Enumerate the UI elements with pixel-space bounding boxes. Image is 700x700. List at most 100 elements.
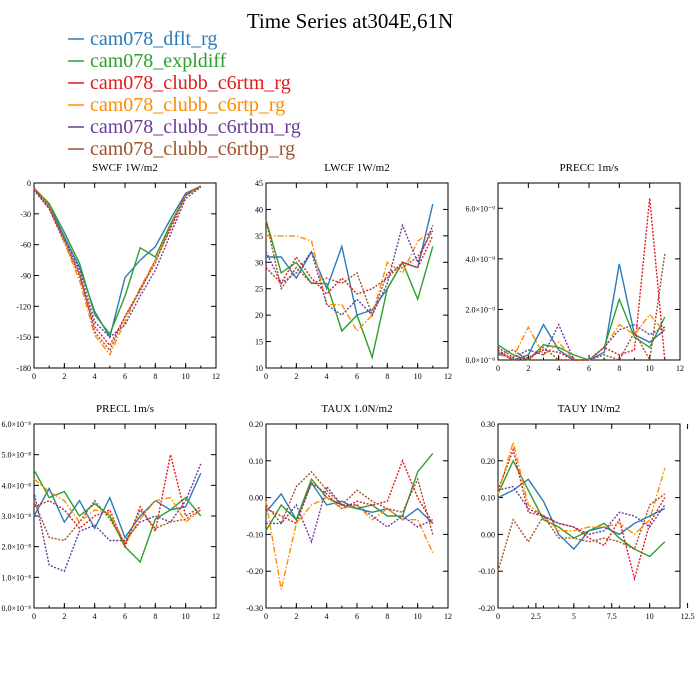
chart-panel: TAUX 1.0N/m2 0 2 4 6 8 10 12 -0.30 -0.20 -0.10 0.00… [246,403,452,621]
series-line [265,496,434,590]
y-tick-label: 20 [255,311,263,320]
y-tick-label: 0.30 [481,420,495,429]
legend-entry: cam078_clubb_c6rtm_rg [90,72,291,94]
x-tick-label: 6 [587,364,591,373]
chart-panel: PRECC 1m/s 0 2 4 6 8 10 12 0.0×10⁻⁹ 2.0×10⁻⁹ 4.0×1… [465,162,684,373]
y-tick-label: -60 [20,241,31,250]
series-line [497,447,666,582]
y-tick-label: -30 [20,210,31,219]
x-tick-label: 10 [414,612,422,621]
figure-title: Time Series at304E,61N [247,9,453,33]
series-line [33,185,202,347]
y-tick-label: 0.0×10⁻⁸ [1,604,31,613]
y-tick-label: 6.0×10⁻⁹ [465,204,495,213]
series-line [497,198,666,361]
y-tick-label: 4.0×10⁻⁹ [465,255,495,264]
panel-title: PRECL 1m/s [96,403,154,415]
y-tick-label: 2.0×10⁻⁹ [465,305,495,314]
y-tick-label: 0.10 [481,494,495,503]
legend-entry: cam078_clubb_c6rtbp_rg [90,138,295,160]
x-tick-label: 4 [557,364,561,373]
series-line [265,219,434,318]
series-line [265,470,434,535]
chart-panel: SWCF 1W/m2 0 2 4 6 8 10 12 0 -30 -60 -90 -120 -150 -18… [16,162,220,381]
series-line [33,478,202,546]
plot-frame [497,423,681,609]
y-tick-label: -0.20 [246,567,263,576]
series-line [266,485,434,544]
y-tick-label: 5.0×10⁻⁸ [1,451,31,460]
x-tick-label: 4 [325,372,329,381]
x-tick-label: 6 [123,372,127,381]
x-tick-label: 12 [676,364,684,373]
series-line [497,459,666,558]
x-tick-label: 0 [496,612,500,621]
series-line [265,481,434,524]
y-tick-label: 2.0×10⁻⁸ [1,543,31,552]
x-tick-label: 0 [32,372,36,381]
chart-panel: PRECL 1m/s 0 2 4 6 8 10 12 0.0×10⁻⁸ 1.0×10⁻⁸ 2.0×1… [1,403,220,621]
x-tick-label: 0 [32,612,36,621]
chart-panels: SWCF 1W/m2 0 2 4 6 8 10 12 0 -30 -60 -90 -120 -150 -18… [1,162,694,621]
x-tick-label: 12 [444,612,452,621]
x-tick-label: 0 [264,612,268,621]
y-tick-label: 30 [255,258,263,267]
series-line [265,223,434,317]
x-tick-label: 10 [182,612,190,621]
series-line [266,230,434,333]
x-tick-label: 2 [294,372,298,381]
y-tick-label: 25 [255,285,263,294]
y-tick-label: 10 [255,364,263,373]
y-tick-label: 6.0×10⁻⁸ [1,420,31,429]
series-line [497,263,666,361]
x-tick-label: 8 [385,372,389,381]
y-tick-label: 0 [27,179,31,188]
series-line [497,253,666,363]
y-tick-label: 45 [255,179,263,188]
x-tick-label: 2 [526,364,530,373]
series-line [266,203,434,317]
y-tick-label: 15 [255,338,263,347]
x-tick-label: 0 [496,364,500,373]
x-tick-label: 6 [123,612,127,621]
y-tick-label: -120 [16,302,31,311]
y-tick-label: -150 [16,333,31,342]
y-tick-label: -0.10 [478,567,495,576]
x-tick-label: 2 [294,612,298,621]
y-tick-label: -0.20 [478,604,495,613]
series-line [497,485,666,536]
legend: cam078_dflt_rgcam078_expldiffcam078_club… [68,28,301,160]
series-line [265,219,434,360]
x-tick-label: 6 [355,612,359,621]
x-tick-label: 4 [325,612,329,621]
legend-entry: cam078_clubb_c6rtbm_rg [90,116,301,138]
panel-title: TAUY 1N/m2 [558,403,621,415]
x-tick-label: 5 [572,612,576,621]
y-tick-label: 4.0×10⁻⁸ [1,481,31,490]
series-line [33,185,202,340]
y-tick-label: -0.10 [246,530,263,539]
x-tick-label: 8 [617,364,621,373]
x-tick-label: 10 [414,372,422,381]
series-line [33,472,202,539]
x-tick-label: 10 [646,612,654,621]
x-tick-label: 8 [153,372,157,381]
x-tick-label: 7.5 [607,612,617,621]
x-tick-label: 6 [355,372,359,381]
y-tick-label: 0.20 [481,457,495,466]
x-tick-label: 8 [385,612,389,621]
plot-frame [497,182,681,361]
x-tick-label: 8 [153,612,157,621]
series-line [265,458,434,525]
x-tick-label: 4 [93,372,97,381]
y-tick-label: 40 [255,205,263,214]
panel-title: LWCF 1W/m2 [324,162,389,174]
panel-title: PRECC 1m/s [560,162,619,174]
x-tick-label: 12.5 [681,612,695,621]
series-line [497,297,666,361]
x-tick-label: 4 [93,612,97,621]
x-tick-label: 2 [62,372,66,381]
y-tick-label: 1.0×10⁻⁸ [1,573,31,582]
chart-panel: LWCF 1W/m2 0 2 4 6 8 10 12 10 15 20 25 30 35 40 45 [255,162,452,381]
